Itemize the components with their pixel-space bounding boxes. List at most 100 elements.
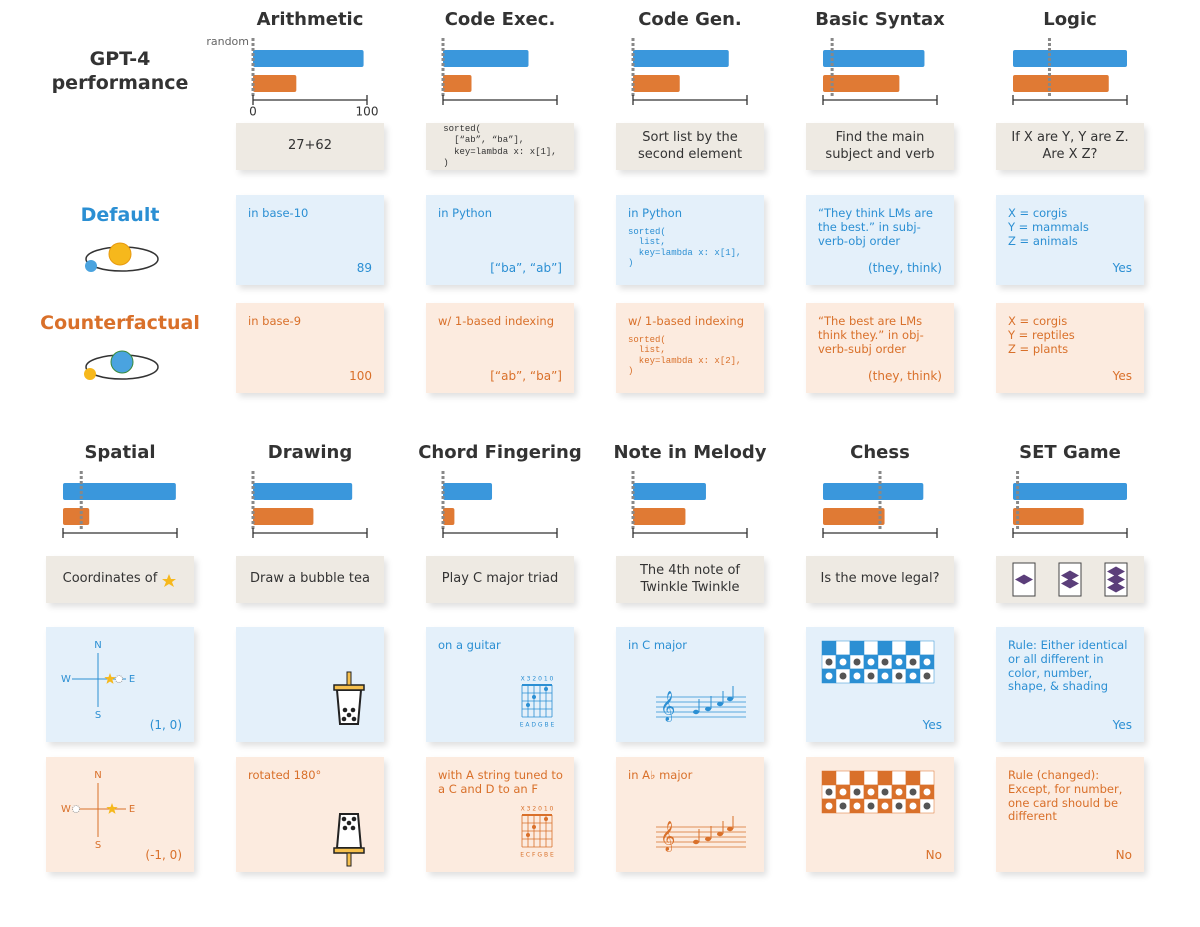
icon: [333, 671, 365, 725]
prompt-text: If X are Y, Y are Z. Are X Z?: [1011, 130, 1129, 162]
default-card: N S W E (1, 0): [46, 627, 194, 742]
icon: [333, 813, 365, 867]
counterfactual-card: Rule (changed): Except, for number, one …: [996, 757, 1144, 872]
chart-title: Chord Fingering: [418, 442, 582, 463]
chess-piece: [895, 658, 903, 666]
default-card: “They think LMs are the best.” in subj-v…: [806, 195, 954, 285]
cup: [335, 813, 363, 849]
bar: [1013, 483, 1127, 500]
chess-square: [863, 770, 879, 786]
chess-piece: [881, 802, 889, 810]
prompt-text: Sort list by the second element: [637, 130, 743, 162]
bar: [253, 483, 353, 500]
note: [693, 709, 699, 715]
answer-text: Yes: [922, 718, 942, 732]
chord-label: X 3 2 0 1 0: [521, 806, 554, 813]
chess-piece: [923, 788, 931, 796]
chess-piece: [909, 802, 917, 810]
icon: 𝄞: [656, 686, 746, 723]
chart-title: Logic: [1043, 9, 1097, 30]
icon: [821, 770, 935, 814]
chord-label: X 3 2 0 1 0: [521, 676, 554, 683]
set-diamond: [1061, 570, 1079, 581]
cup: [335, 689, 363, 725]
bar: [1013, 50, 1127, 67]
chess-piece: [853, 658, 861, 666]
sun: [115, 675, 123, 683]
compass-label: S: [95, 840, 101, 851]
answer-text: (they, think): [868, 369, 942, 383]
counterfactual-card: w/ 1-based indexing [“ab”, “ba”]: [426, 303, 574, 393]
setting-text: in Python: [438, 206, 493, 220]
chess-square: [919, 640, 935, 656]
pearl: [351, 816, 357, 822]
answer-text: Yes: [1112, 261, 1132, 275]
chess-piece: [825, 672, 833, 680]
chart-title: Note in Melody: [613, 442, 766, 463]
prompt-text: 27+62: [288, 138, 332, 154]
chess-piece: [853, 802, 861, 810]
chess-piece: [909, 658, 917, 666]
default-card: in Python sorted( list, key=lambda x: x[1…: [616, 195, 764, 285]
answer-text: (1, 0): [149, 718, 182, 732]
bar: [443, 508, 455, 525]
default-card: X = corgis Y = mammals Z = animals Yes: [996, 195, 1144, 285]
prompt-text: The 4th note of Twinkle Twinkle: [639, 563, 740, 595]
bar: [443, 50, 529, 67]
note: [727, 696, 733, 702]
prompt-text: Play C major triad: [441, 571, 559, 587]
row-label: Counterfactual: [40, 312, 200, 334]
chess-piece: [895, 788, 903, 796]
icon: X 3 2 0 1 0 E C F G B E: [520, 806, 554, 859]
chess-square: [891, 640, 907, 656]
setting-text: in C major: [628, 638, 688, 652]
chess-piece: [867, 802, 875, 810]
bar: [633, 508, 686, 525]
prompt-card: sorted( [“ab”, “ba”], key=lambda x: x[1]…: [426, 123, 574, 170]
chess-piece: [881, 658, 889, 666]
lid: [333, 684, 365, 691]
prompt-card: Play C major triad: [426, 556, 574, 603]
pearl: [342, 825, 348, 831]
code-text: sorted( list, key=lambda x: x[1], ): [628, 227, 742, 269]
compass-label: W: [61, 804, 71, 815]
compass-label: N: [94, 640, 101, 651]
icon: N S W E: [61, 640, 135, 721]
pearl: [351, 716, 357, 722]
chess-piece: [895, 802, 903, 810]
note: [727, 826, 733, 832]
chess-square: [919, 770, 935, 786]
bubble-tea: [333, 671, 365, 725]
setting-text: Rule (changed): Except, for number, one …: [1008, 768, 1123, 824]
note: [717, 831, 723, 837]
chess-piece: [895, 672, 903, 680]
answer-text: [“ba”, “ab”]: [490, 261, 562, 275]
setting-text: X = corgis Y = reptiles Z = plants: [1008, 314, 1075, 356]
finger: [544, 817, 548, 821]
default-card: in Python [“ba”, “ab”]: [426, 195, 574, 285]
setting-text: X = corgis Y = mammals Z = animals: [1008, 206, 1089, 248]
answer-text: (-1, 0): [145, 848, 182, 862]
note: [705, 706, 711, 712]
straw: [346, 852, 352, 867]
chord-label: E A D G B E: [520, 722, 555, 729]
chart-title: Basic Syntax: [815, 9, 945, 30]
prompt-card: Draw a bubble tea: [236, 556, 384, 603]
setting-text: with A string tuned to a C and D to an F: [438, 768, 563, 796]
pearl: [350, 707, 356, 713]
finger: [526, 833, 530, 837]
default-card: in base-10 89: [236, 195, 384, 285]
default-card: 𝄞 in C major: [616, 627, 764, 742]
finger: [526, 703, 530, 707]
chess-piece: [867, 788, 875, 796]
prompt-text: Coordinates of: [62, 571, 158, 587]
globe: [110, 350, 134, 374]
chess-square: [905, 770, 921, 786]
set-diamond: [1015, 574, 1033, 585]
prompt-text: Find the main subject and verb: [825, 130, 935, 162]
chess-piece: [923, 802, 931, 810]
answer-text: No: [1115, 848, 1132, 862]
setting-text: “The best are LMs think they.” in obj-ve…: [818, 314, 924, 356]
answer-text: 89: [356, 261, 372, 275]
prompt-card: Find the main subject and verb: [806, 123, 954, 170]
